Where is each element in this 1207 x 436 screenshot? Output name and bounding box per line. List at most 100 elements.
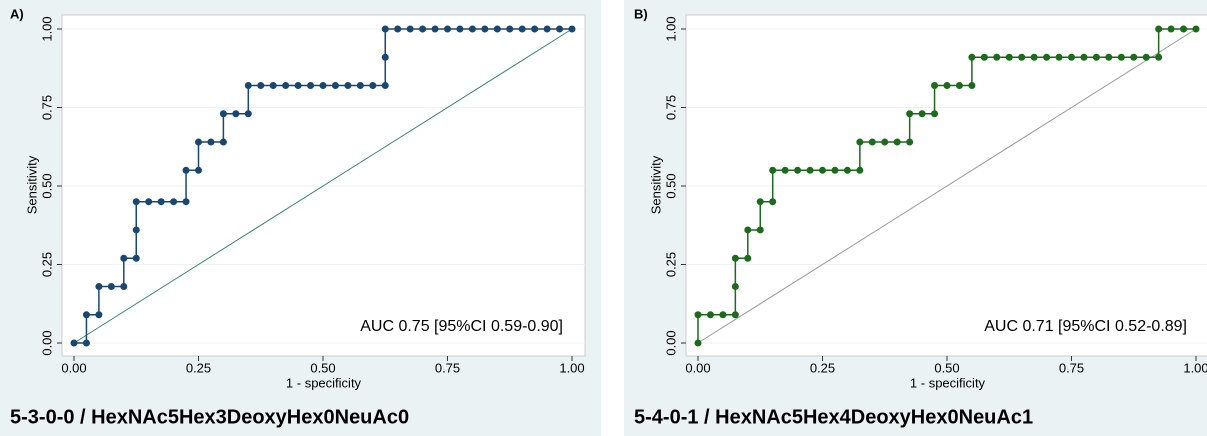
roc-point: [244, 82, 252, 90]
x-tick-label: 0.00: [685, 360, 710, 375]
roc-point: [132, 226, 140, 234]
roc-point: [731, 311, 739, 319]
roc-point: [1180, 25, 1188, 33]
roc-point: [1068, 53, 1075, 61]
roc-point: [694, 339, 702, 347]
roc-point: [968, 82, 976, 90]
x-tick-label: 0.75: [435, 360, 460, 375]
roc-point: [1142, 53, 1150, 61]
roc-point: [856, 138, 864, 146]
reference-diagonal: [73, 28, 573, 344]
roc-point: [568, 25, 576, 33]
roc-point: [481, 25, 489, 33]
roc-point: [456, 25, 464, 33]
x-tick-label: 0.50: [934, 360, 959, 375]
roc-point: [319, 82, 327, 90]
y-tick-label: 0.75: [39, 95, 54, 120]
x-tick-label: 0.75: [1059, 360, 1084, 375]
roc-point: [731, 254, 739, 262]
roc-point: [1043, 53, 1051, 61]
x-tick-label: 0.50: [310, 360, 335, 375]
roc-point: [955, 82, 963, 90]
x-tick-label: 0.25: [810, 360, 835, 375]
x-tick-label: 1.00: [1183, 360, 1207, 375]
roc-point: [307, 82, 315, 90]
roc-point: [381, 53, 389, 61]
roc-point: [1092, 53, 1100, 61]
roc-point: [232, 110, 240, 118]
roc-point: [282, 82, 290, 90]
roc-point: [381, 82, 389, 90]
roc-point: [369, 82, 377, 90]
roc-point: [694, 311, 702, 319]
roc-point: [120, 282, 128, 290]
roc-point: [444, 25, 451, 33]
roc-point: [506, 25, 514, 33]
roc-point: [831, 166, 839, 174]
roc-point: [70, 339, 78, 347]
roc-point: [1167, 25, 1175, 33]
roc-point: [856, 166, 864, 174]
roc-point: [881, 138, 889, 146]
roc-point: [706, 311, 714, 319]
roc-point: [182, 166, 190, 174]
roc-point: [82, 339, 90, 347]
roc-point: [381, 25, 389, 33]
roc-point: [468, 25, 476, 33]
roc-point: [556, 25, 564, 33]
roc-point: [394, 25, 402, 33]
roc-point: [943, 82, 951, 90]
y-tick-label: 0.50: [663, 173, 678, 198]
roc-point: [1155, 25, 1163, 33]
y-tick-label: 0.00: [39, 330, 54, 355]
roc-point: [744, 226, 752, 234]
roc-point: [794, 166, 802, 174]
x-tick-label: 0.00: [61, 360, 86, 375]
roc-point: [806, 166, 814, 174]
x-tick-label: 0.25: [186, 360, 211, 375]
y-axis-label: Sensitivity: [24, 155, 39, 214]
roc-point: [493, 25, 501, 33]
y-tick-label: 1.00: [663, 16, 678, 41]
roc-point: [207, 138, 215, 146]
roc-point: [769, 166, 777, 174]
y-tick-label: 1.00: [39, 16, 54, 41]
roc-point: [195, 166, 202, 174]
roc-point: [120, 254, 128, 262]
roc-point: [95, 282, 103, 290]
roc-point: [769, 198, 777, 206]
roc-point: [819, 166, 826, 174]
roc-point: [968, 53, 976, 61]
roc-point: [132, 198, 140, 206]
roc-point: [1080, 53, 1088, 61]
roc-point: [170, 198, 178, 206]
roc-point: [82, 311, 90, 319]
roc-point: [906, 110, 914, 118]
y-tick-label: 0.25: [39, 252, 54, 277]
roc-point: [543, 25, 551, 33]
roc-point: [157, 198, 165, 206]
x-axis-label: 1 - specificity: [286, 375, 362, 390]
roc-point: [419, 25, 427, 33]
y-axis-label: Sensitivity: [648, 155, 663, 214]
roc-point: [331, 82, 339, 90]
roc-point: [893, 138, 901, 146]
roc-point: [1018, 53, 1026, 61]
roc-point: [219, 110, 227, 118]
roc-point: [1030, 53, 1038, 61]
roc-point: [344, 82, 352, 90]
roc-point: [980, 53, 988, 61]
x-tick-label: 1.00: [559, 360, 584, 375]
roc-point: [1055, 53, 1063, 61]
roc-point: [868, 138, 876, 146]
roc-point: [1005, 53, 1013, 61]
roc-point: [756, 226, 764, 234]
roc-point: [918, 110, 926, 118]
roc-point: [219, 138, 227, 146]
roc-point: [518, 25, 526, 33]
roc-point: [107, 282, 115, 290]
roc-point: [294, 82, 302, 90]
roc-point: [1130, 53, 1138, 61]
roc-point: [431, 25, 439, 33]
